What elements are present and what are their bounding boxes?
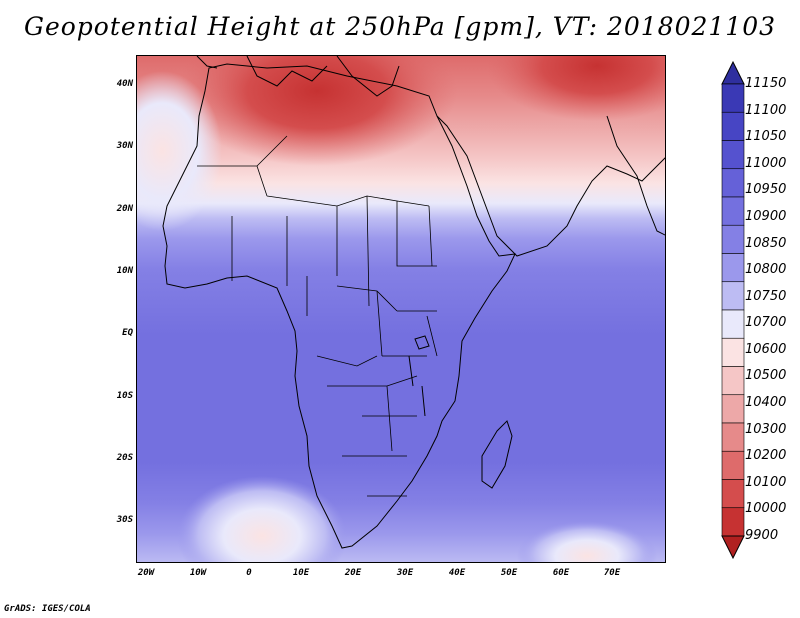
map-plot-area — [136, 55, 666, 563]
central-asia-trough — [487, 56, 665, 121]
colorbar-label: 11100 — [745, 102, 787, 118]
x-tick-40e: 40E — [448, 568, 466, 578]
x-tick-60e: 60E — [552, 568, 570, 578]
country-borders — [197, 135, 438, 497]
y-tick-20s: 20S — [116, 453, 133, 463]
indian-ocean-high — [517, 521, 657, 562]
colorbar-segment — [721, 507, 745, 537]
map-title: Geopotential Height at 250hPa [gpm], VT:… — [23, 12, 777, 41]
colorbar-label: 11050 — [745, 129, 787, 145]
x-tick-10w: 10W — [189, 568, 207, 578]
map-canvas — [137, 56, 665, 562]
colorbar-label: 11000 — [745, 155, 787, 171]
colorbar-label: 11150 — [745, 76, 787, 91]
colorbar-segment — [721, 224, 745, 254]
y-tick-30n: 30N — [116, 141, 133, 151]
y-tick-10n: 10N — [116, 266, 133, 276]
colorbar-segment — [721, 366, 745, 396]
arabia-coastline — [436, 115, 665, 257]
colorbar-segment — [721, 140, 745, 170]
x-tick-30e: 30E — [396, 568, 414, 578]
grads-credit: GrADS: IGES/COLA — [4, 604, 91, 614]
colorbar-label: 10600 — [745, 341, 787, 357]
colorbar-label: 10850 — [745, 235, 787, 251]
colorbar-label: 10700 — [745, 315, 787, 331]
y-tick-eq: EQ — [122, 328, 133, 338]
colorbar-segment — [721, 83, 745, 113]
colorbar-label: 10500 — [745, 368, 787, 384]
colorbar-segment — [721, 337, 745, 367]
india-coastline — [606, 115, 665, 236]
atlantic-ridge — [137, 71, 222, 231]
colorbar-segment — [721, 253, 745, 283]
x-tick-10e: 10E — [292, 568, 310, 578]
y-tick-30s: 30S — [116, 515, 133, 525]
x-tick-70e: 70E — [603, 568, 621, 578]
colorbar-label: 10300 — [745, 421, 787, 437]
south-atlantic-high — [177, 476, 347, 562]
colorbar-label: 10200 — [745, 448, 787, 464]
colorbar-segment — [721, 309, 745, 339]
colorbar-label: 10950 — [745, 182, 787, 198]
europe-coastline — [196, 56, 400, 97]
colorbar-segment — [721, 479, 745, 509]
colorbar-bottom-arrow — [721, 535, 745, 560]
colorbar-top-arrow — [721, 60, 745, 85]
colorbar-segment — [721, 168, 745, 198]
africa-coastline — [162, 63, 516, 549]
colorbar-segment — [721, 196, 745, 226]
lake-victoria — [414, 335, 430, 350]
colorbar-segment — [721, 450, 745, 480]
colorbar-label: 10900 — [745, 208, 787, 224]
x-tick-20e: 20E — [344, 568, 362, 578]
coastlines — [162, 56, 665, 549]
x-tick-20w: 20W — [137, 568, 155, 578]
colorbar-label: 10400 — [745, 395, 787, 411]
colorbar-label: 10750 — [745, 288, 787, 304]
y-tick-40n: 40N — [116, 79, 133, 89]
x-tick-0: 0 — [246, 568, 252, 578]
colorbar-label: 10800 — [745, 262, 787, 278]
colorbar — [721, 60, 745, 560]
colorbar-segment — [721, 394, 745, 424]
colorbar-label: 10100 — [745, 474, 787, 490]
colorbar-label: 9900 — [745, 528, 779, 543]
x-tick-50e: 50E — [500, 568, 518, 578]
y-tick-20n: 20N — [116, 204, 133, 214]
colorbar-label: 10000 — [745, 501, 787, 517]
lake-tanganyika — [408, 355, 426, 417]
colorbar-segment — [721, 111, 745, 141]
madagascar-coastline — [481, 420, 513, 489]
colorbar-segment — [721, 422, 745, 452]
y-tick-10s: 10S — [116, 391, 133, 401]
colorbar-segment — [721, 281, 745, 311]
